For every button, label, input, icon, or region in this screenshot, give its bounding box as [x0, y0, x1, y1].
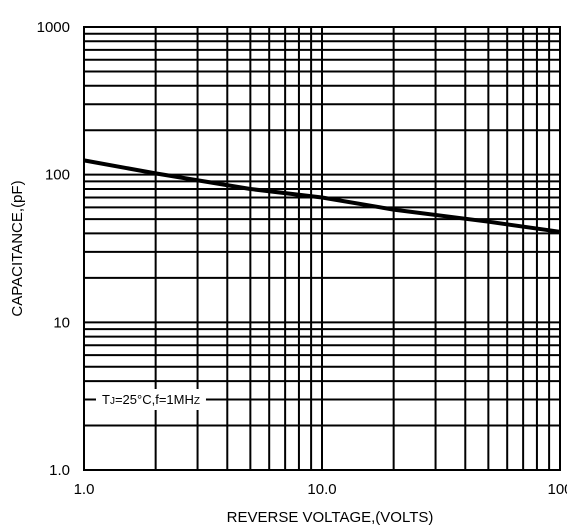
x-tick-label: 100 [547, 481, 567, 498]
annotation-text: TJ=25°C,f=1MHZ [102, 392, 200, 407]
y-tick-label: 10 [53, 314, 70, 331]
grid [84, 27, 560, 470]
x-tick-label: 10.0 [307, 481, 336, 498]
y-tick-label: 100 [45, 167, 70, 184]
annotation-background [96, 389, 206, 410]
x-axis-label: REVERSE VOLTAGE,(VOLTS) [227, 509, 434, 526]
series-line [83, 158, 561, 234]
annotation-prefix: T [102, 392, 110, 407]
y-axis-label: CAPACITANCE,(pF) [9, 180, 26, 316]
plot-frame [83, 26, 561, 471]
tick-labels: 1.0 10.0 100 1.0 10 100 1000 [37, 19, 567, 498]
annotation-subscript: J [110, 396, 115, 407]
x-tick-label: 1.0 [74, 481, 95, 498]
series-layer [83, 158, 561, 234]
y-tick-label: 1.0 [49, 462, 70, 479]
y-tick-label: 1000 [37, 19, 70, 36]
condition-annotation: TJ=25°C,f=1MHZ [96, 389, 206, 410]
annotation-rest: =25°C,f=1MH [115, 392, 194, 407]
annotation-small: Z [194, 396, 200, 407]
